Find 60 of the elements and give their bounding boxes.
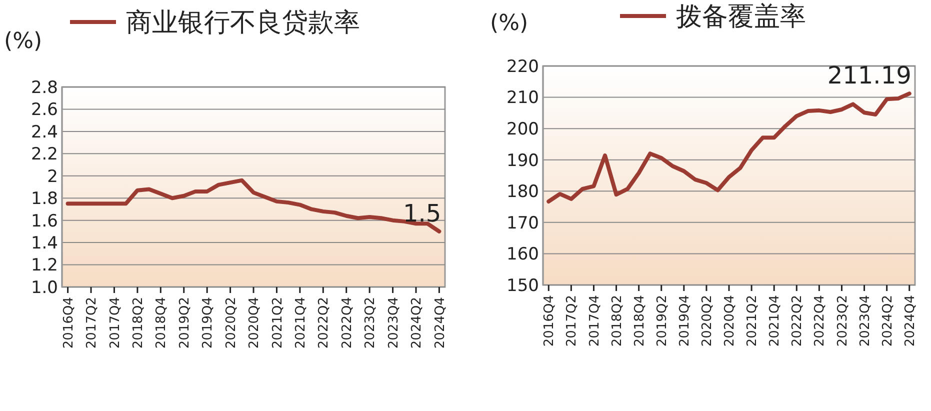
x-tick-label: 2024Q4 [432, 297, 448, 349]
x-tick-label: 2021Q2 [270, 297, 286, 349]
legend-label: 拨备覆盖率 [676, 2, 806, 32]
y-axis-title: (%) [490, 11, 528, 36]
y-tick-label: 1.2 [30, 256, 58, 276]
x-tick-label: 2020Q4 [722, 295, 738, 347]
x-tick-label: 2023Q4 [858, 295, 873, 347]
y-tick-label: 180 [506, 182, 539, 202]
x-tick-label: 2017Q4 [108, 297, 123, 349]
y-axis-title: (%) [4, 29, 42, 54]
x-tick-label: 2022Q2 [316, 297, 332, 349]
x-tick-label: 2021Q2 [745, 295, 760, 347]
x-tick-label: 2022Q4 [812, 295, 828, 347]
x-tick-label: 2016Q4 [542, 295, 558, 347]
x-tick-label: 2021Q4 [293, 297, 308, 349]
x-tick-label: 2018Q4 [154, 297, 170, 349]
x-tick-label: 2020Q2 [700, 295, 716, 347]
y-tick-label: 2 [47, 166, 58, 187]
x-tick-label: 2018Q2 [610, 295, 625, 347]
x-tick-label: 2022Q2 [790, 295, 806, 347]
annotation: 1.5 [403, 199, 442, 228]
x-tick-label: 2018Q4 [632, 295, 648, 347]
y-tick-label: 1.8 [30, 189, 58, 210]
x-tick-label: 2019Q4 [677, 295, 692, 347]
y-tick-label: 200 [506, 120, 539, 140]
y-tick-label: 150 [506, 276, 539, 296]
x-tick-label: 2021Q4 [768, 295, 783, 347]
y-tick-label: 2.2 [30, 144, 58, 165]
y-tick-label: 1.4 [30, 234, 58, 254]
y-tick-label: 220 [506, 56, 539, 77]
x-tick-label: 2023Q4 [386, 297, 402, 349]
annotation: 211.19 [827, 62, 912, 90]
y-tick-label: 1.6 [30, 211, 58, 232]
x-tick-label: 2019Q4 [200, 297, 216, 349]
x-tick-label: 2023Q2 [363, 297, 378, 349]
x-tick-label: 2020Q4 [247, 297, 262, 349]
x-tick-label: 2017Q4 [587, 295, 602, 347]
line-series [546, 92, 912, 204]
x-tick-label: 2024Q2 [410, 297, 425, 349]
y-tick-label: 160 [506, 244, 539, 265]
x-tick-label: 2016Q4 [61, 297, 76, 349]
x-tick-label: 2024Q4 [902, 295, 918, 347]
y-tick-label: 2.8 [30, 78, 58, 98]
y-tick-label: 1.0 [30, 278, 58, 298]
x-tick-label: 2020Q2 [224, 297, 239, 349]
x-tick-label: 2018Q2 [130, 297, 146, 349]
y-tick-label: 190 [506, 150, 539, 171]
legend-label: 商业银行不良贷款率 [126, 8, 360, 38]
x-tick-label: 2022Q4 [340, 297, 355, 349]
x-tick-label: 2017Q2 [84, 297, 100, 349]
x-tick-label: 2019Q2 [177, 297, 192, 349]
x-tick-label: 2024Q2 [880, 295, 896, 347]
x-tick-label: 2019Q2 [654, 295, 670, 347]
y-tick-label: 2.6 [30, 100, 58, 120]
y-tick-label: 2.4 [30, 122, 58, 142]
y-tick-label: 170 [506, 213, 539, 234]
y-tick-label: 210 [506, 88, 539, 108]
line-series [66, 178, 442, 234]
x-tick-label: 2023Q2 [835, 295, 850, 347]
x-tick-label: 2017Q2 [564, 295, 580, 347]
